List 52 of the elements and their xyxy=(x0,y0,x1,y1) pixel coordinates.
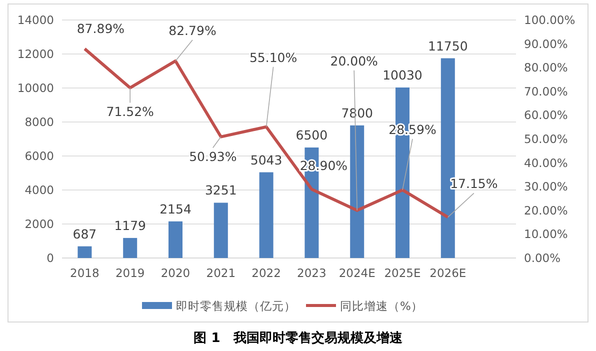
text: 图 1 我国即时零售交易规模及增速 xyxy=(194,330,404,346)
x-tick-label: 2025E xyxy=(384,266,421,280)
y2-tick-label: 80.00% xyxy=(524,60,568,75)
data-label: 7800 xyxy=(341,105,374,120)
data-label: 6500 xyxy=(296,128,328,142)
bar xyxy=(350,125,364,258)
y2-tick-label: 60.00% xyxy=(524,108,568,122)
y-tick-label: 8000 xyxy=(24,115,54,129)
y2-tick-label: 90.00% xyxy=(524,36,568,51)
y-tick-label: 4000 xyxy=(24,183,54,197)
data-label: 3251 xyxy=(204,182,237,198)
data-label: 50.93% xyxy=(189,148,237,164)
bar xyxy=(214,202,228,258)
data-label: 2154 xyxy=(160,201,192,216)
bar xyxy=(123,238,138,258)
x-tick-label: 2018 xyxy=(70,266,100,280)
bar xyxy=(259,172,274,258)
x-tick-label: 2022 xyxy=(252,266,281,280)
y-tick-label: 10000 xyxy=(17,81,54,95)
y2-tick-label: 40.00% xyxy=(524,156,568,170)
y-tick-label: 14000 xyxy=(17,13,54,27)
y-tick-label: 2000 xyxy=(24,217,54,231)
legend-label: 同比增速（%） xyxy=(340,299,423,313)
legend-label: 即时零售规模（亿元） xyxy=(176,299,296,313)
data-label: 87.89% xyxy=(76,20,125,36)
x-tick-label: 2023 xyxy=(297,266,326,280)
x-tick-label: 2021 xyxy=(206,266,236,280)
x-tick-label: 2020 xyxy=(160,266,190,280)
y2-tick-label: 20.00% xyxy=(524,203,568,218)
y2-tick-label: 30.00% xyxy=(524,180,568,194)
data-label: 10030 xyxy=(382,67,422,82)
y2-tick-label: 50.00% xyxy=(524,132,568,146)
y-tick-label: 6000 xyxy=(24,149,54,163)
data-label: 55.10% xyxy=(249,50,298,65)
x-tick-label: 2026E xyxy=(430,266,466,280)
y-tick-label: 12000 xyxy=(17,47,54,61)
y-tick-label: 0 xyxy=(46,251,54,265)
y2-tick-label: 70.00% xyxy=(524,84,568,98)
x-tick-label: 2024E xyxy=(338,266,376,280)
bar xyxy=(168,221,182,258)
data-label: 20.00% xyxy=(330,53,378,68)
data-label: 71.52% xyxy=(106,104,154,119)
y2-tick-label: 0.00% xyxy=(524,251,561,265)
data-label: 5043 xyxy=(250,152,282,168)
bar xyxy=(78,246,92,258)
data-label: 11750 xyxy=(428,38,468,54)
y2-tick-label: 100.00% xyxy=(524,13,576,27)
x-tick-label: 2019 xyxy=(115,266,145,280)
data-label: 82.79% xyxy=(168,22,216,38)
data-label: 1179 xyxy=(114,218,146,233)
data-label: 687 xyxy=(72,226,97,242)
y2-tick-label: 10.00% xyxy=(524,227,568,242)
